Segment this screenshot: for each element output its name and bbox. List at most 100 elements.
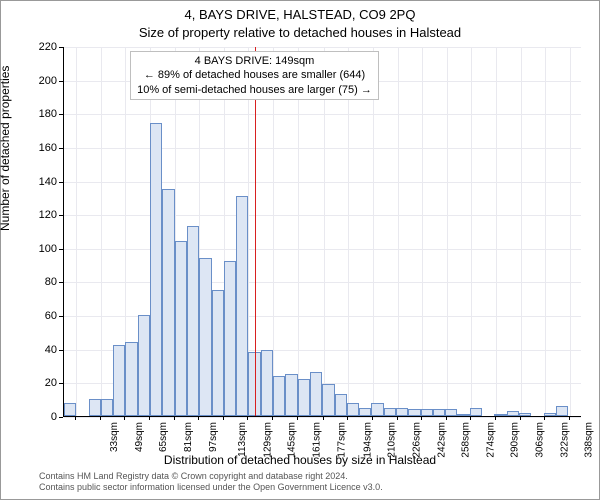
- histogram-bar: [359, 408, 371, 416]
- ytick-label: 220: [27, 41, 57, 53]
- gridline-h: [64, 47, 581, 48]
- y-axis-label: Number of detached properties: [0, 66, 12, 231]
- gridline-v: [422, 47, 423, 416]
- chart-title: 4, BAYS DRIVE, HALSTEAD, CO9 2PQ: [1, 7, 599, 22]
- gridline-v: [348, 47, 349, 416]
- attribution-line-2: Contains public sector information licen…: [39, 482, 383, 493]
- gridline-v: [447, 47, 448, 416]
- annotation-box: 4 BAYS DRIVE: 149sqm← 89% of detached ho…: [130, 51, 379, 100]
- ytick-mark: [59, 282, 63, 283]
- ytick-label: 80: [27, 276, 57, 288]
- ytick-mark: [59, 417, 63, 418]
- histogram-bar: [384, 408, 396, 416]
- histogram-bar: [273, 376, 285, 416]
- xtick-mark: [397, 416, 398, 420]
- ytick-label: 20: [27, 377, 57, 389]
- histogram-bar: [199, 258, 211, 416]
- histogram-bar: [371, 403, 383, 416]
- histogram-bar: [556, 406, 568, 416]
- xtick-mark: [272, 416, 273, 420]
- histogram-bar: [396, 408, 408, 416]
- xtick-mark: [495, 416, 496, 420]
- histogram-bar: [445, 409, 457, 416]
- histogram-bar: [285, 374, 297, 416]
- gridline-v: [373, 47, 374, 416]
- histogram-bar: [64, 403, 76, 416]
- xtick-mark: [544, 416, 545, 420]
- histogram-bar: [507, 411, 519, 416]
- gridline-h: [64, 215, 581, 216]
- histogram-bar: [470, 408, 482, 416]
- xtick-mark: [174, 416, 175, 420]
- gridline-v: [324, 47, 325, 416]
- xtick-mark: [323, 416, 324, 420]
- xtick-mark: [421, 416, 422, 420]
- xtick-mark: [124, 416, 125, 420]
- xtick-label: 49sqm: [134, 422, 145, 452]
- ytick-mark: [59, 316, 63, 317]
- ytick-label: 100: [27, 243, 57, 255]
- xtick-label: 33sqm: [109, 422, 120, 452]
- histogram-bar: [322, 384, 334, 416]
- histogram-bar: [224, 261, 236, 416]
- ytick-mark: [59, 249, 63, 250]
- xtick-mark: [470, 416, 471, 420]
- xtick-mark: [569, 416, 570, 420]
- xtick-mark: [75, 416, 76, 420]
- gridline-h: [64, 148, 581, 149]
- ytick-mark: [59, 81, 63, 82]
- gridline-v: [545, 47, 546, 416]
- histogram-bar: [175, 241, 187, 416]
- gridline-v: [471, 47, 472, 416]
- histogram-bar: [236, 196, 248, 416]
- xtick-mark: [223, 416, 224, 420]
- ytick-label: 120: [27, 209, 57, 221]
- ytick-mark: [59, 47, 63, 48]
- histogram-bar: [494, 414, 506, 416]
- annotation-line2: ← 89% of detached houses are smaller (64…: [137, 68, 372, 82]
- ytick-mark: [59, 148, 63, 149]
- xtick-mark: [372, 416, 373, 420]
- ytick-mark: [59, 383, 63, 384]
- gridline-h: [64, 249, 581, 250]
- annotation-line3: 10% of semi-detached houses are larger (…: [137, 83, 372, 97]
- xtick-mark: [520, 416, 521, 420]
- xtick-mark: [198, 416, 199, 420]
- gridline-h: [64, 114, 581, 115]
- histogram-bar: [335, 394, 347, 416]
- histogram-bar: [113, 345, 125, 416]
- gridline-v: [521, 47, 522, 416]
- histogram-bar: [101, 399, 113, 416]
- gridline-h: [64, 282, 581, 283]
- histogram-bar: [310, 372, 322, 416]
- gridline-h: [64, 182, 581, 183]
- histogram-bar: [187, 226, 199, 416]
- gridline-v: [76, 47, 77, 416]
- histogram-bar: [298, 379, 310, 416]
- xtick-mark: [446, 416, 447, 420]
- xtick-label: 65sqm: [158, 422, 169, 452]
- ytick-label: 60: [27, 310, 57, 322]
- xtick-label: 113sqm: [237, 422, 248, 457]
- ytick-label: 160: [27, 142, 57, 154]
- histogram-bar: [150, 123, 162, 416]
- histogram-bar: [125, 342, 137, 416]
- histogram-bar: [457, 414, 469, 416]
- xtick-mark: [149, 416, 150, 420]
- gridline-v: [398, 47, 399, 416]
- reference-line: [255, 47, 256, 416]
- gridline-v: [101, 47, 102, 416]
- histogram-bar: [421, 409, 433, 416]
- attribution-text: Contains HM Land Registry data © Crown c…: [39, 471, 383, 494]
- xtick-mark: [247, 416, 248, 420]
- ytick-mark: [59, 114, 63, 115]
- histogram-bar: [519, 413, 531, 416]
- xtick-mark: [100, 416, 101, 420]
- histogram-bar: [433, 409, 445, 416]
- histogram-bar: [544, 413, 556, 416]
- ytick-mark: [59, 182, 63, 183]
- xtick-label: 97sqm: [208, 422, 219, 452]
- histogram-bar: [261, 350, 273, 416]
- ytick-label: 140: [27, 176, 57, 188]
- xtick-mark: [347, 416, 348, 420]
